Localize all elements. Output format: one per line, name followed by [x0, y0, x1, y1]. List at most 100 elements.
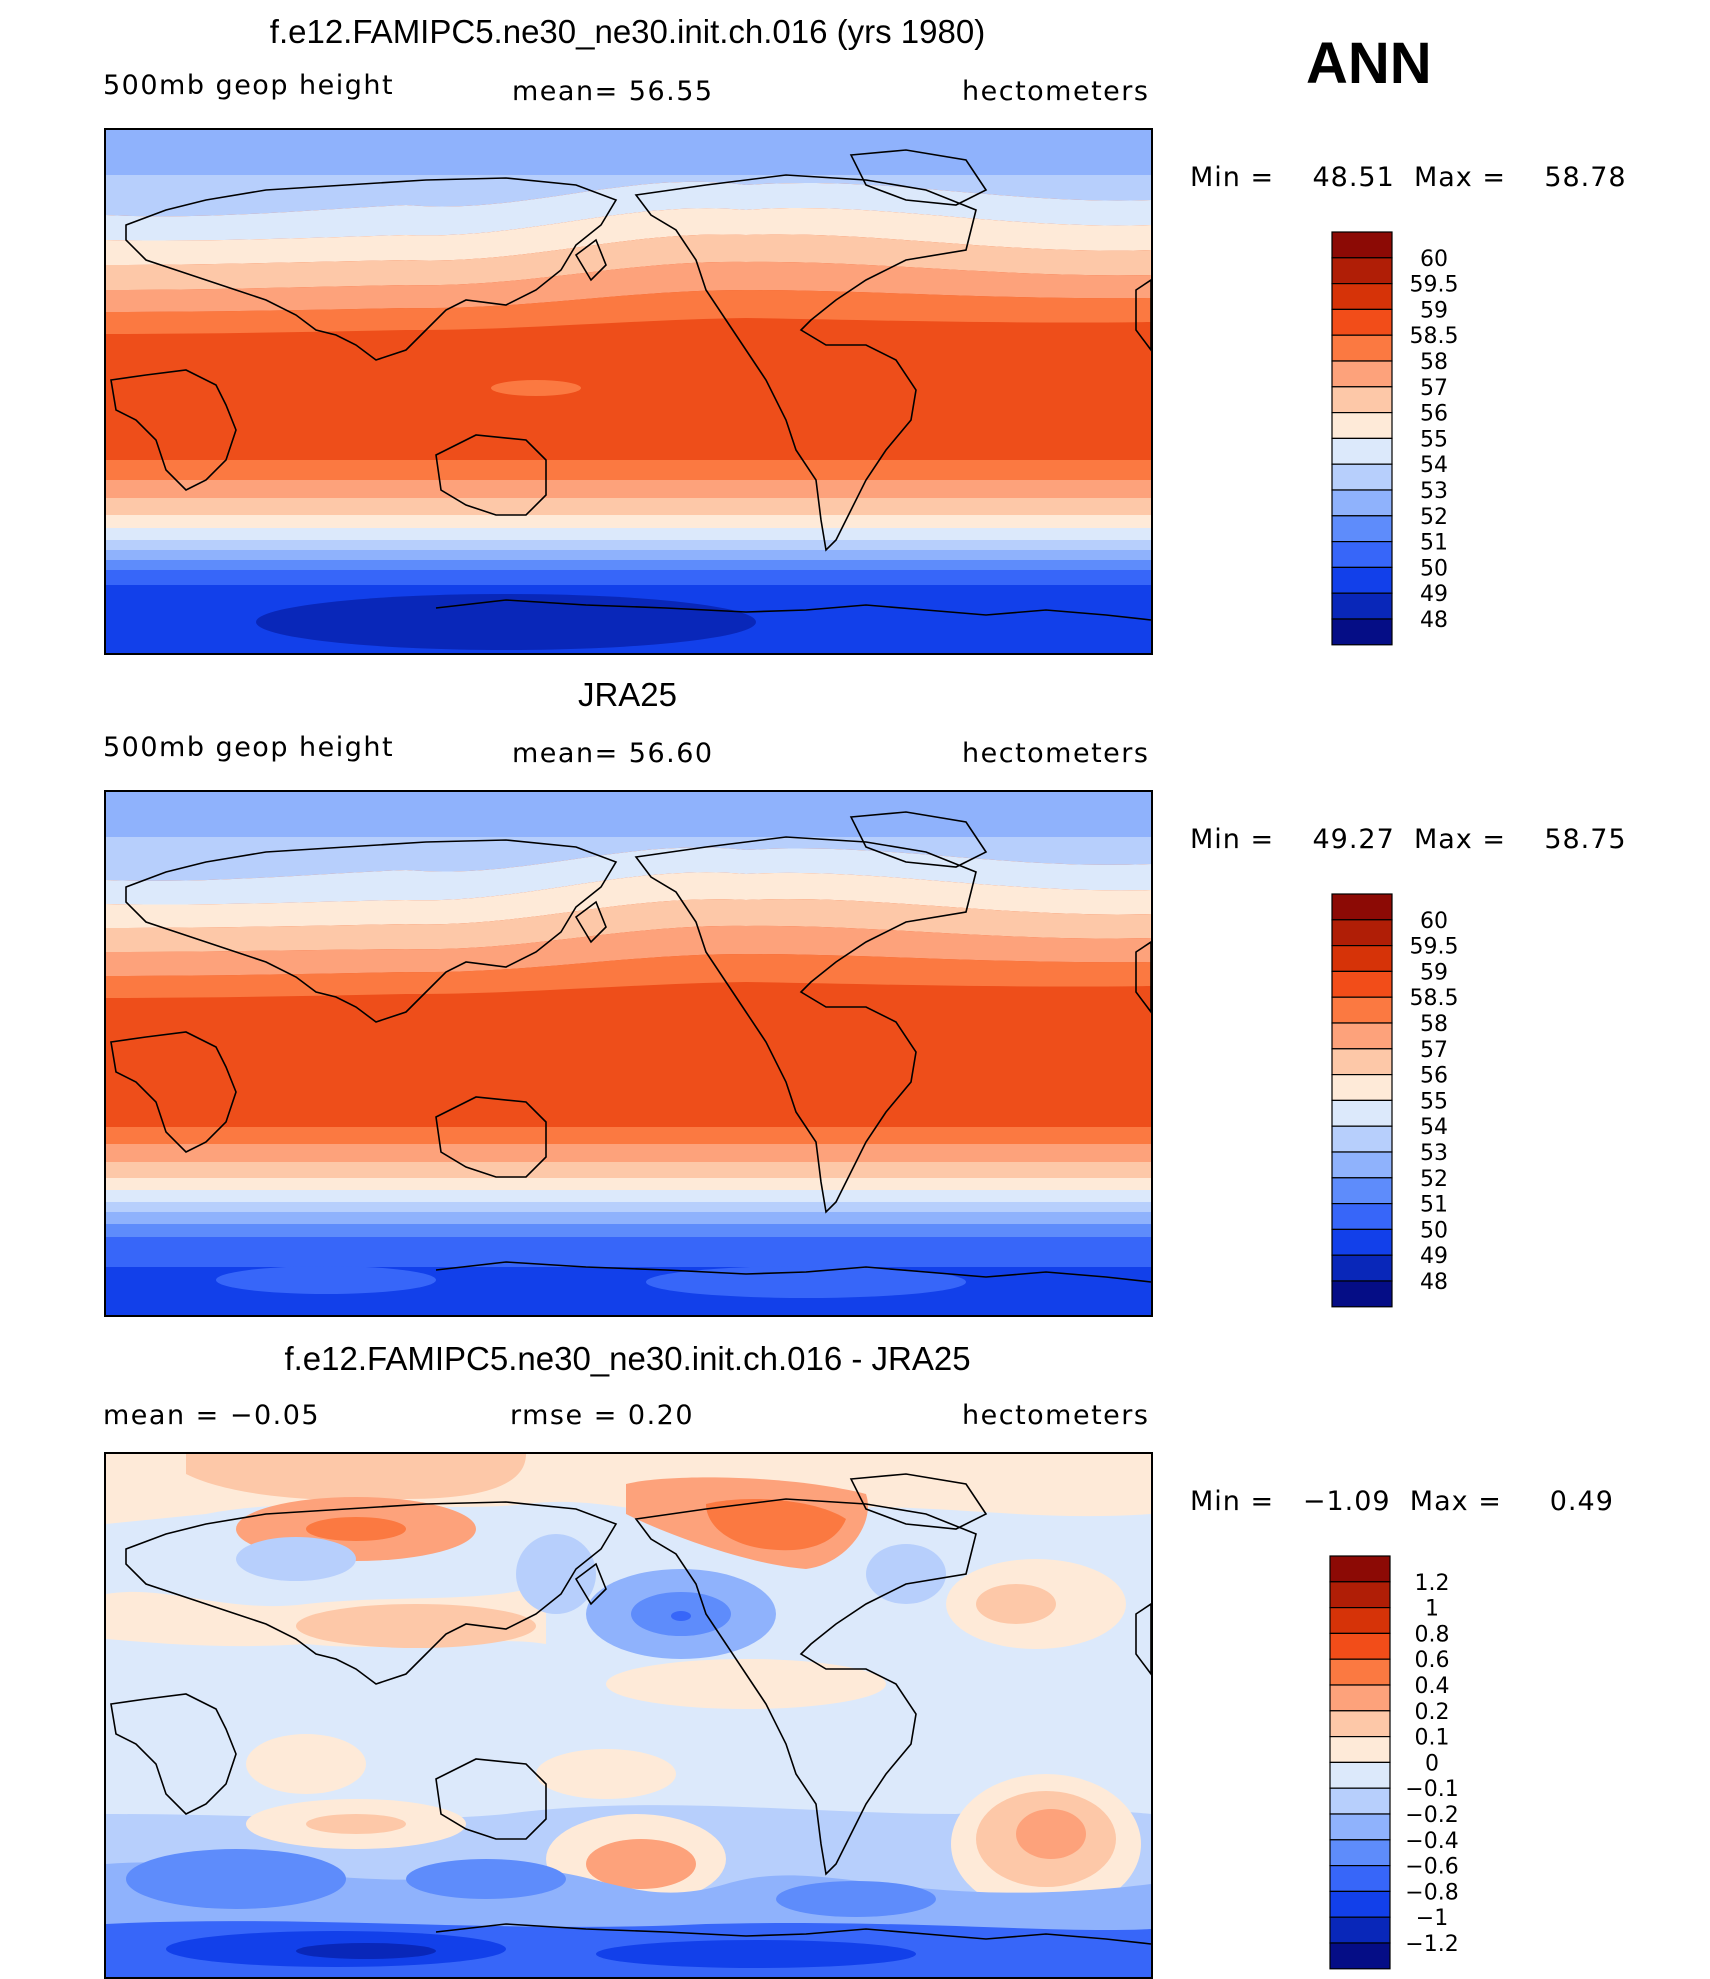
- colorbar-label: 53: [1420, 479, 1448, 504]
- colorbar-label: 48: [1420, 1270, 1448, 1295]
- colorbar-label: 52: [1420, 1167, 1448, 1192]
- colorbar-swatch: [1329, 1865, 1391, 1893]
- panel-1-title: f.e12.FAMIPC5.ne30_ne30.init.ch.016 (yrs…: [269, 13, 986, 50]
- colorbar-label: 56: [1420, 402, 1448, 427]
- colorbar-swatch: [1331, 1074, 1393, 1102]
- colorbar-label: 57: [1420, 376, 1448, 401]
- colorbar-label: 58.5: [1410, 986, 1459, 1011]
- colorbar-label: 60: [1420, 247, 1448, 272]
- colorbar-swatch: [1331, 308, 1393, 336]
- colorbar-label: −0.6: [1405, 1855, 1458, 1880]
- colorbar-label: 59: [1420, 298, 1448, 323]
- colorbar-label: 0.6: [1415, 1648, 1450, 1673]
- colorbar-swatch: [1329, 1813, 1391, 1841]
- colorbar-label: 1: [1425, 1597, 1439, 1622]
- colorbar-label: 48: [1420, 608, 1448, 633]
- colorbar-swatch: [1329, 1632, 1391, 1660]
- panel-3-title: f.e12.FAMIPC5.ne30_ne30.init.ch.016 - JR…: [284, 1340, 971, 1377]
- panel-1-left-label: 500mb geop height: [103, 70, 395, 101]
- colorbar-swatch: [1329, 1606, 1391, 1634]
- panel-1-colorbar: 60 59.5 59 58.5 58 57 56 55 54 53 52 51 50 49 48: [1330, 230, 1490, 655]
- colorbar-swatch: [1329, 1710, 1391, 1738]
- colorbar-swatch: [1331, 463, 1393, 491]
- colorbar-swatch: [1331, 1099, 1393, 1127]
- colorbar-label: 54: [1420, 453, 1448, 478]
- colorbar-swatch: [1331, 257, 1393, 285]
- colorbar-swatch: [1331, 1048, 1393, 1076]
- panel-2-left-label: 500mb geop height: [103, 732, 395, 763]
- colorbar-swatch: [1331, 1228, 1393, 1256]
- colorbar-swatch: [1329, 1736, 1391, 1764]
- panel-1-min-label: Min =: [1190, 162, 1275, 193]
- colorbar-label: 50: [1420, 556, 1448, 581]
- colorbar-label: 0: [1425, 1751, 1439, 1776]
- colorbar-label: 0.8: [1415, 1622, 1450, 1647]
- panel-3-colorbar: 1.2 1 0.8 0.6 0.4 0.2 0.1 0 −0.1 −0.2 −0.4 −0.6 −0.8…: [1328, 1554, 1498, 1979]
- panel-2-map: [104, 790, 1153, 1317]
- colorbar-swatch: [1331, 231, 1393, 259]
- colorbar-swatch: [1331, 618, 1393, 646]
- colorbar-swatch: [1331, 996, 1393, 1024]
- panel-3-min-value: −1.09: [1302, 1486, 1391, 1517]
- colorbar-label: 0.1: [1415, 1726, 1450, 1751]
- panel-2-min-value: 49.27: [1312, 824, 1395, 855]
- colorbar-swatch: [1329, 1581, 1391, 1609]
- colorbar-label: 50: [1420, 1218, 1448, 1243]
- colorbar-label: 54: [1420, 1115, 1448, 1140]
- colorbar-swatch: [1329, 1658, 1391, 1686]
- panel-1-mean-label: mean= 56.55: [512, 76, 714, 107]
- panel-1-max-label: Max =: [1413, 162, 1506, 193]
- colorbar-label: −0.4: [1405, 1829, 1458, 1854]
- panel-3-units-label: hectometers: [962, 1400, 1150, 1431]
- colorbar-label: 58: [1420, 350, 1448, 375]
- colorbar-label: 49: [1420, 1244, 1448, 1269]
- colorbar-label: 60: [1420, 909, 1448, 934]
- colorbar-swatch: [1331, 1280, 1393, 1308]
- panel-2-title: JRA25: [577, 676, 678, 713]
- colorbar-swatch: [1331, 893, 1393, 921]
- colorbar-swatch: [1331, 386, 1393, 414]
- colorbar-swatch: [1329, 1555, 1391, 1583]
- colorbar-swatch: [1331, 592, 1393, 620]
- season-label: ANN: [1306, 31, 1432, 96]
- colorbar-label: 49: [1420, 582, 1448, 607]
- colorbar-swatch: [1331, 282, 1393, 310]
- colorbar-label: 53: [1420, 1141, 1448, 1166]
- colorbar-label: 59.5: [1410, 935, 1459, 960]
- colorbar-label: 56: [1420, 1064, 1448, 1089]
- colorbar-label: −1: [1416, 1906, 1448, 1931]
- colorbar-label: 58: [1420, 1012, 1448, 1037]
- colorbar-swatch: [1331, 970, 1393, 998]
- colorbar-label: 58.5: [1410, 324, 1459, 349]
- colorbar-swatch: [1331, 437, 1393, 465]
- colorbar-swatch: [1331, 412, 1393, 440]
- colorbar-swatch: [1329, 1942, 1391, 1970]
- panel-3-max-value: 0.49: [1549, 1486, 1614, 1517]
- panel-2-min-label: Min =: [1190, 824, 1275, 855]
- colorbar-label: 55: [1420, 1089, 1448, 1114]
- panel-1-max-value: 58.78: [1544, 162, 1627, 193]
- colorbar-swatch: [1329, 1890, 1391, 1918]
- colorbar-swatch: [1331, 1203, 1393, 1231]
- panel-3-minmax: Min = −1.09 Max = 0.49: [1190, 1486, 1614, 1517]
- colorbar-label: −0.1: [1405, 1777, 1458, 1802]
- colorbar-swatch: [1331, 1177, 1393, 1205]
- colorbar-label: 55: [1420, 427, 1448, 452]
- panel-3-max-label: Max =: [1409, 1486, 1502, 1517]
- panel-3-mean-label: mean = −0.05: [103, 1400, 321, 1431]
- colorbar-label: −1.2: [1405, 1932, 1458, 1957]
- colorbar-swatch: [1331, 944, 1393, 972]
- panel-2-colorbar: 60 59.5 59 58.5 58 57 56 55 54 53 52 51 50 49 48: [1330, 892, 1490, 1317]
- colorbar-swatch: [1331, 1254, 1393, 1282]
- colorbar-label: 0.2: [1415, 1700, 1450, 1725]
- colorbar-swatch: [1331, 1125, 1393, 1153]
- colorbar-swatch: [1331, 515, 1393, 543]
- colorbar-label: 52: [1420, 505, 1448, 530]
- colorbar-swatch: [1329, 1684, 1391, 1712]
- panel-2-units-label: hectometers: [962, 738, 1150, 769]
- panel-2-max-value: 58.75: [1544, 824, 1627, 855]
- panel-2-mean-label: mean= 56.60: [512, 738, 714, 769]
- colorbar-swatch: [1331, 1022, 1393, 1050]
- colorbar-label: 59.5: [1410, 273, 1459, 298]
